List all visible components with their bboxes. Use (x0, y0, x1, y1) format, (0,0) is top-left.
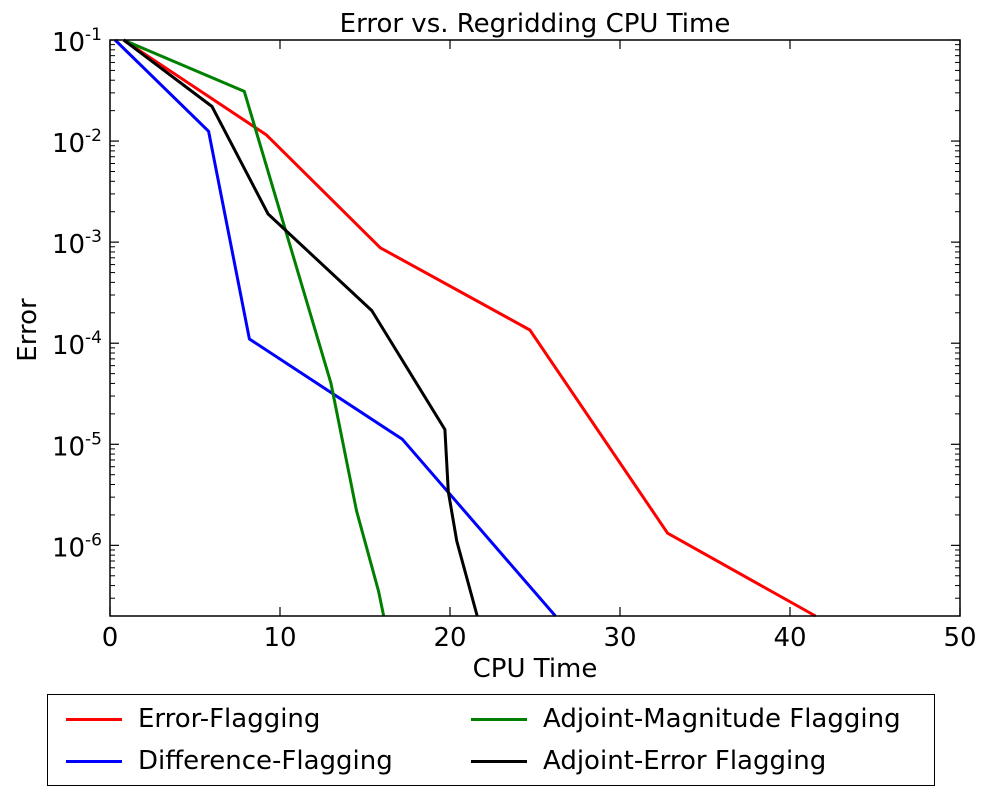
x-tick-label: 0 (102, 623, 119, 653)
legend-swatch (471, 759, 527, 763)
y-tick-label: 10-6 (52, 530, 102, 563)
legend-swatch (66, 759, 122, 763)
x-tick-label: 20 (433, 623, 466, 653)
series-line-0 (122, 38, 817, 618)
x-tick-label: 40 (773, 623, 806, 653)
y-tick-label: 10-5 (52, 429, 102, 462)
legend: Error-Flagging Difference-Flagging Adjoi… (47, 694, 935, 786)
x-tick-label: 30 (603, 623, 636, 653)
legend-label: Error-Flagging (138, 704, 321, 734)
x-tick-label: 50 (943, 623, 976, 653)
ticks-layer (109, 39, 961, 617)
plot-frame (109, 39, 961, 617)
legend-label: Adjoint-Error Flagging (543, 746, 827, 776)
series-line-2 (123, 38, 386, 617)
y-tick-label: 10-1 (52, 25, 102, 58)
legend-item-error-flagging: Error-Flagging (66, 701, 320, 737)
chart-title: Error vs. Regridding CPU Time (340, 9, 731, 39)
y-tick-label: 10-4 (52, 328, 102, 361)
x-axis-label: CPU Time (473, 654, 598, 684)
legend-label: Adjoint-Magnitude Flagging (543, 704, 901, 734)
series-line-3 (122, 38, 479, 617)
y-tick-label: 10-2 (52, 126, 102, 159)
legend-item-adjoint-error-flagging: Adjoint-Error Flagging (471, 743, 826, 779)
y-axis-label: Error (13, 298, 43, 362)
series-layer (114, 38, 817, 618)
legend-item-adjoint-magnitude-flagging: Adjoint-Magnitude Flagging (471, 701, 901, 737)
y-tick-label: 10-3 (52, 227, 102, 260)
series-line-1 (114, 38, 557, 617)
x-tick-label: 10 (263, 623, 296, 653)
legend-item-difference-flagging: Difference-Flagging (66, 743, 393, 779)
legend-swatch (471, 717, 527, 721)
legend-label: Difference-Flagging (138, 746, 393, 776)
ticklabel-layer: 0 10 20 30 40 50 10-1 10-2 10-3 10-4 10-5 10-6 (52, 25, 977, 653)
legend-swatch (66, 717, 122, 721)
